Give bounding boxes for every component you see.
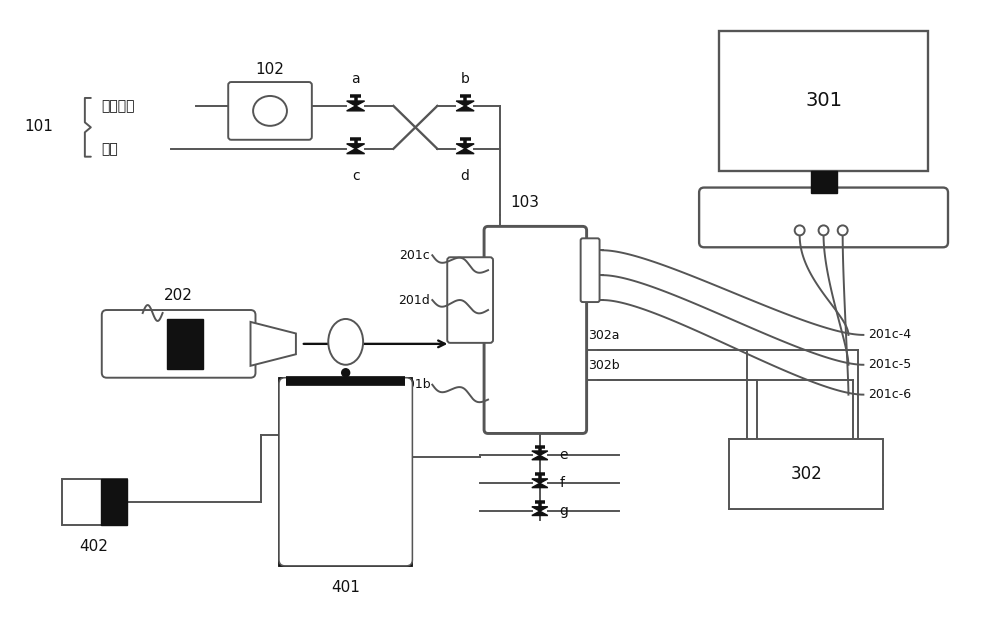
FancyBboxPatch shape (102, 310, 255, 377)
Polygon shape (347, 144, 365, 149)
Circle shape (342, 369, 350, 377)
Text: 201b: 201b (399, 378, 430, 391)
Text: 201d: 201d (399, 294, 430, 307)
Text: 402: 402 (79, 539, 108, 554)
Text: 201c-4: 201c-4 (868, 329, 911, 341)
FancyBboxPatch shape (484, 227, 587, 433)
Text: a: a (351, 72, 360, 86)
Text: 201c-5: 201c-5 (868, 358, 912, 371)
Text: 103: 103 (510, 195, 539, 210)
Polygon shape (532, 511, 548, 515)
Text: 氮气: 氮气 (102, 141, 119, 156)
Polygon shape (251, 322, 296, 366)
Text: 301: 301 (805, 91, 842, 110)
FancyBboxPatch shape (447, 257, 493, 343)
Text: 202: 202 (164, 288, 193, 303)
Text: b: b (461, 72, 470, 86)
Text: 401: 401 (331, 580, 360, 595)
FancyBboxPatch shape (581, 239, 600, 302)
Text: d: d (461, 168, 470, 183)
Polygon shape (532, 451, 548, 455)
Text: g: g (560, 504, 569, 518)
Circle shape (838, 225, 848, 235)
Polygon shape (347, 106, 365, 111)
Ellipse shape (253, 96, 287, 126)
Bar (729, 439, 883, 509)
Text: 302a: 302a (588, 329, 619, 342)
FancyBboxPatch shape (228, 82, 312, 140)
Text: 101: 101 (24, 120, 53, 135)
Polygon shape (456, 106, 474, 111)
Bar (101, 480, 127, 525)
Text: f: f (560, 476, 565, 490)
Circle shape (795, 225, 805, 235)
Polygon shape (456, 101, 474, 106)
Circle shape (819, 225, 829, 235)
Bar (281, 380, 410, 564)
Bar (62, 480, 127, 525)
Text: c: c (352, 168, 359, 183)
Polygon shape (347, 101, 365, 106)
Text: 302: 302 (790, 465, 822, 483)
Text: 201c: 201c (400, 249, 430, 262)
Bar (167, 319, 203, 369)
Text: 102: 102 (256, 62, 284, 77)
Polygon shape (532, 479, 548, 483)
Polygon shape (456, 149, 474, 153)
Text: 302b: 302b (588, 359, 619, 372)
Text: 201c-6: 201c-6 (868, 388, 911, 401)
Bar (719, 31, 928, 171)
Text: 二氧化碳: 二氧化碳 (102, 99, 135, 113)
Bar (811, 171, 837, 193)
FancyBboxPatch shape (699, 188, 948, 247)
FancyBboxPatch shape (279, 377, 412, 566)
Polygon shape (456, 144, 474, 149)
Polygon shape (347, 149, 365, 153)
Polygon shape (532, 506, 548, 511)
Ellipse shape (328, 319, 363, 365)
Text: e: e (560, 448, 568, 463)
Polygon shape (532, 455, 548, 459)
Polygon shape (532, 483, 548, 488)
